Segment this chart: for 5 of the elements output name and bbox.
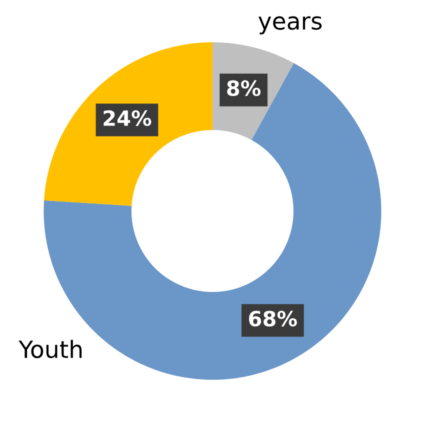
data-label: 24% [104,110,152,126]
data-label: 68% [249,310,297,327]
slice-label: years [258,16,322,34]
slice-label: Youth [18,340,82,358]
data-label: 8% [227,80,261,96]
